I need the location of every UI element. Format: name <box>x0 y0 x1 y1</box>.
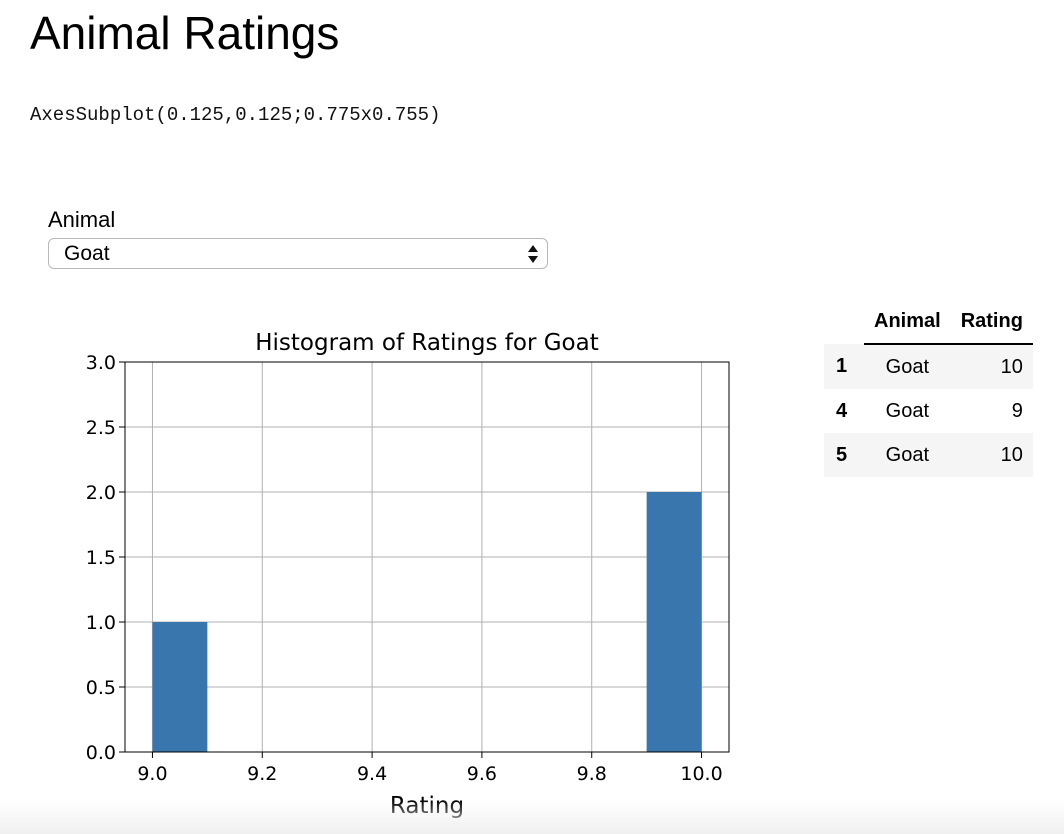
table-row: 1 Goat 10 <box>824 344 1033 389</box>
histogram-chart: 9.0 9.2 9.4 9.6 9.8 10.0 0.0 0.5 1.0 1.5 2.0 2.5 3.0… <box>0 300 760 834</box>
animal-dropdown-value: Goat <box>64 241 110 265</box>
x-tick-label: 9.4 <box>357 763 387 785</box>
table-header-row: Animal Rating <box>824 302 1033 345</box>
y-tick-label: 0.0 <box>86 742 116 764</box>
y-tick-label: 1.5 <box>86 547 116 569</box>
chart-title: Histogram of Ratings for Goat <box>255 330 599 356</box>
column-header-animal: Animal <box>864 302 951 345</box>
column-header-rating: Rating <box>950 302 1033 345</box>
cell-rating: 9 <box>1011 399 1023 422</box>
cell-rating: 10 <box>950 433 1033 477</box>
row-index: 1 <box>824 344 864 389</box>
x-tick-label: 9.6 <box>467 763 497 785</box>
cell-animal: Goat <box>864 433 951 477</box>
y-tick-label: 2.0 <box>86 482 116 504</box>
histogram-bar <box>152 622 208 752</box>
cell-rating: 10 <box>950 344 1033 389</box>
select-arrows-icon <box>528 245 538 263</box>
y-tick-label: 2.5 <box>86 417 116 439</box>
bar-layer <box>152 492 702 752</box>
x-tick-label: 10.0 <box>680 763 722 785</box>
x-axis-label: Rating <box>390 793 464 819</box>
x-tick-label: 9.0 <box>137 763 167 785</box>
cell-animal: Goat <box>885 399 930 422</box>
x-tick-label: 9.8 <box>577 763 607 785</box>
animal-dropdown[interactable]: Goat <box>48 238 548 269</box>
ratings-table: Animal Rating 1 Goat 10 4 Goat 9 5 Goat … <box>824 302 1033 477</box>
histogram-bar <box>646 492 702 752</box>
table-row: 5 Goat 10 <box>824 433 1033 477</box>
histogram-svg: 9.0 9.2 9.4 9.6 9.8 10.0 0.0 0.5 1.0 1.5 2.0 2.5 3.0… <box>86 330 730 819</box>
animal-dropdown-label: Animal <box>48 207 116 232</box>
row-index: 4 <box>836 399 848 422</box>
table-row: 4 Goat 9 <box>824 389 1033 433</box>
page-title: Animal Ratings <box>30 7 340 59</box>
x-tick-label: 9.2 <box>247 763 277 785</box>
row-index: 5 <box>824 433 864 477</box>
tick-layer: 9.0 9.2 9.4 9.6 9.8 10.0 0.0 0.5 1.0 1.5 2.0 2.5 3.0 <box>86 352 723 785</box>
axes-repr-output: AxesSubplot(0.125,0.125;0.775x0.755) <box>30 104 441 126</box>
y-tick-label: 0.5 <box>86 677 116 699</box>
grid-layer <box>125 361 729 753</box>
y-tick-label: 1.0 <box>86 612 116 634</box>
cell-animal: Goat <box>864 344 951 389</box>
index-header <box>824 302 864 344</box>
y-tick-label: 3.0 <box>86 352 116 374</box>
